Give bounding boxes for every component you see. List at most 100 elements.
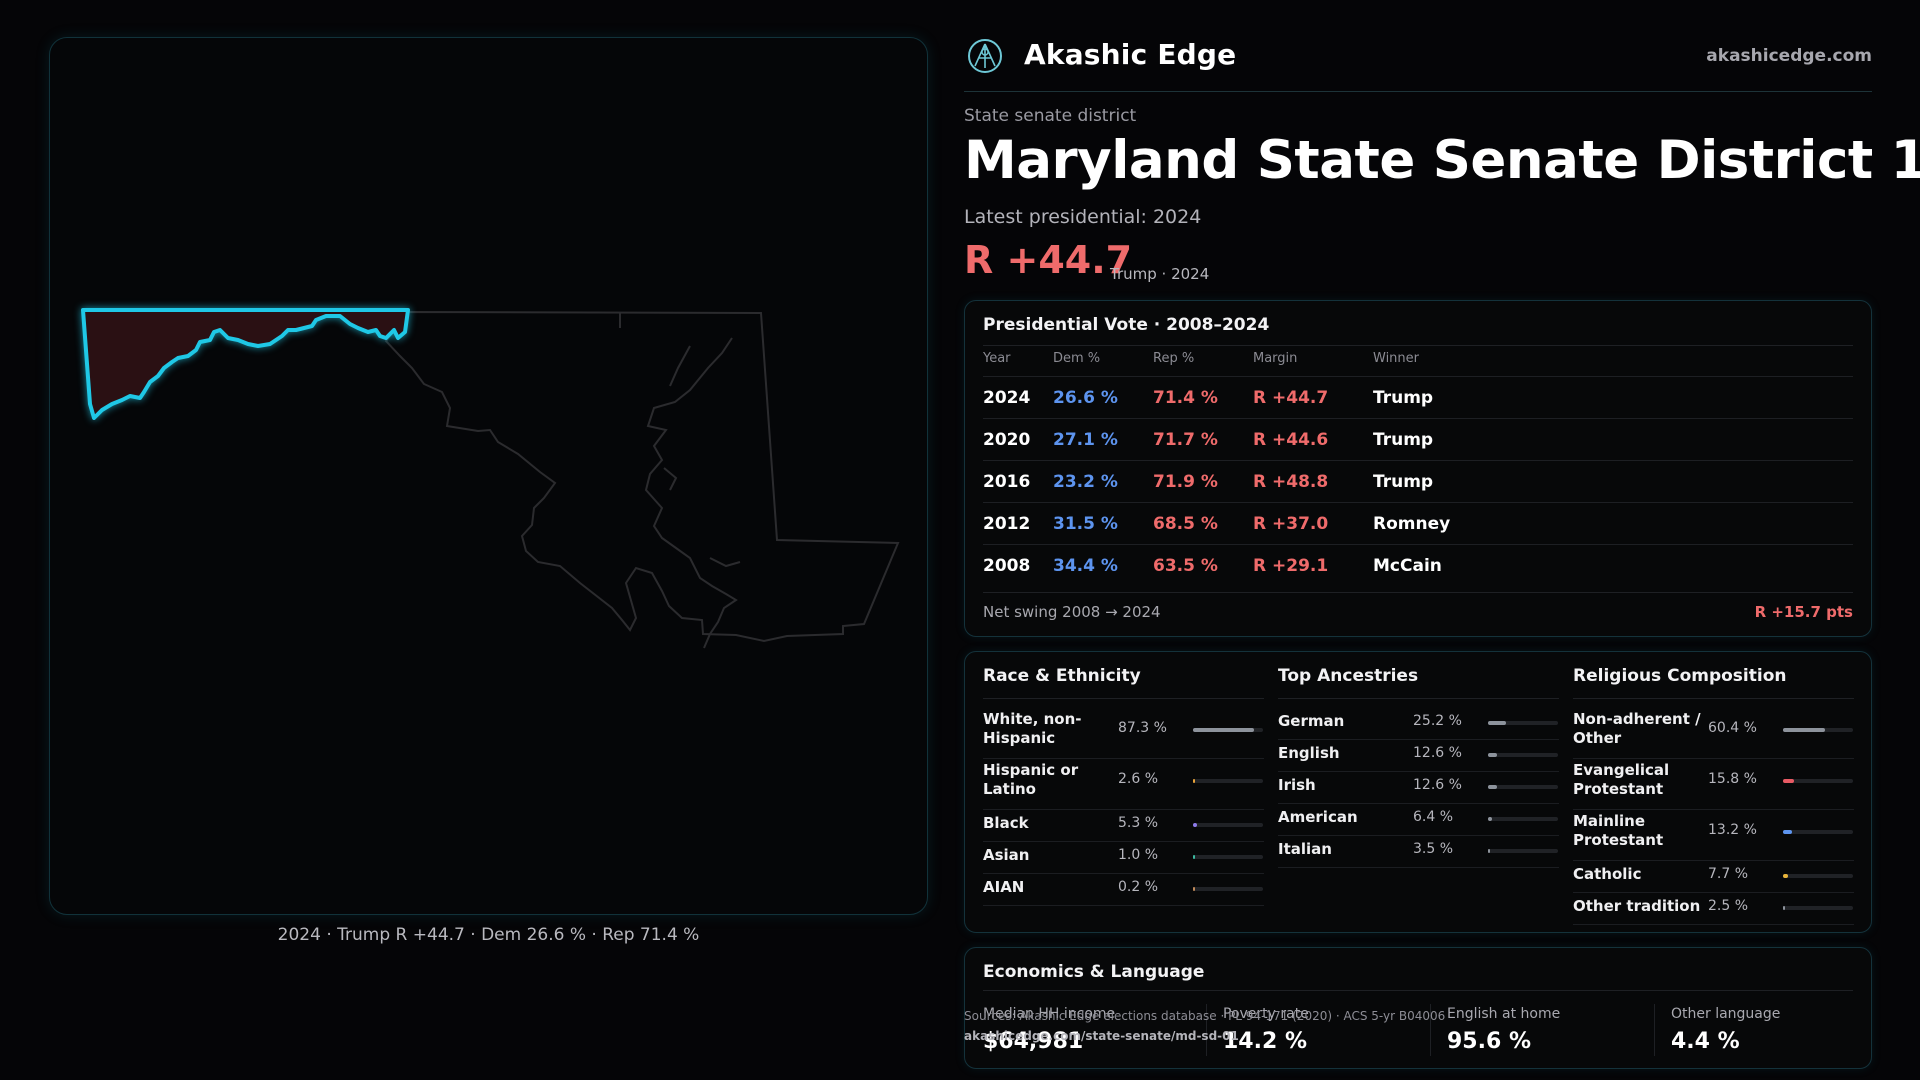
race-ethnicity-title: Race & Ethnicity [983,666,1141,686]
share-bar-fill [1488,785,1497,789]
akashic-edge-logo-icon [968,39,1002,73]
site-link[interactable]: akashicedge.com [1706,46,1872,66]
brand-name: Akashic Edge [1024,38,1237,71]
item-percent: 1.0 % [1118,847,1159,863]
item-label: Italian [1278,840,1332,858]
item-percent: 12.6 % [1413,745,1462,761]
net-swing-label: Net swing 2008 → 2024 [983,603,1161,621]
divider [1573,698,1854,699]
share-bar [1193,823,1263,827]
share-bar [1783,874,1853,878]
row-dem: 23.2 % [1053,472,1118,492]
share-bar [1193,887,1263,891]
item-percent: 6.4 % [1413,809,1454,825]
list-item: Black 5.3 % [983,810,1264,842]
item-percent: 0.2 % [1118,879,1159,895]
item-percent: 15.8 % [1708,771,1757,787]
stat-label: Other language [1671,1006,1781,1022]
item-label: Evangelical Protestant [1573,761,1670,798]
header: Akashic Edge akashicedge.com [964,36,1872,92]
share-bar [1193,728,1263,732]
stat-label: Poverty rate [1223,1006,1309,1022]
row-rep: 71.9 % [1153,472,1218,492]
item-percent: 13.2 % [1708,822,1757,838]
item-label: Asian [983,846,1030,864]
share-bar-fill [1488,753,1497,757]
header-rep: Rep % [1153,351,1195,366]
table-row: 2020 27.1 % 71.7 % R +44.6 Trump [983,418,1853,460]
share-bar [1488,817,1558,821]
list-item: Evangelical Protestant 15.8 % [1573,759,1854,810]
item-label: Non-adherent / Other [1573,710,1701,747]
table-row: 2016 23.2 % 71.9 % R +48.8 Trump [983,460,1853,502]
row-year: 2024 [983,388,1031,408]
share-bar-fill [1783,830,1793,834]
table-row: 2024 26.6 % 71.4 % R +44.7 Trump [983,376,1853,418]
district-type: State senate district [964,106,1137,126]
stat-label: Median HH income [983,1006,1116,1022]
table-row: 2008 34.4 % 63.5 % R +29.1 McCain [983,544,1853,586]
detail-panel: Akashic Edge akashicedge.com State senat… [964,0,1920,1080]
row-rep: 68.5 % [1153,514,1218,534]
item-percent: 12.6 % [1413,777,1462,793]
item-percent: 3.5 % [1413,841,1454,857]
row-year: 2008 [983,556,1031,576]
list-item: AIAN 0.2 % [983,874,1264,906]
source-url-link[interactable]: akashicedge.com/state-senate/md-sd-01 [964,1029,1239,1043]
share-bar-fill [1193,855,1195,859]
row-winner: Trump [1373,388,1434,408]
row-winner: Trump [1373,472,1434,492]
list-item: German 25.2 % [1278,708,1559,740]
religion-title: Religious Composition [1573,666,1787,686]
row-year: 2020 [983,430,1031,450]
bay-shoreline [644,337,741,649]
district-shape[interactable] [81,308,410,420]
race-ethnicity-section: Race & Ethnicity White, non-Hispanic 87.3… [983,652,1264,934]
row-year: 2012 [983,514,1031,534]
item-percent: 5.3 % [1118,815,1159,831]
row-rep: 63.5 % [1153,556,1218,576]
share-bar-fill [1783,874,1789,878]
item-label: Mainline Protestant [1573,812,1664,849]
row-rep: 71.4 % [1153,388,1218,408]
share-bar [1488,721,1558,725]
item-label: White, non-Hispanic [983,710,1082,747]
divider [983,698,1264,699]
row-winner: Romney [1373,514,1451,534]
share-bar [1783,830,1853,834]
ancestry-title: Top Ancestries [1278,666,1419,686]
demographics-card: Race & Ethnicity White, non-Hispanic 87.3… [964,651,1872,933]
share-bar-fill [1783,906,1785,910]
divider [1430,1004,1431,1056]
share-bar-fill [1488,721,1506,725]
list-item: Irish 12.6 % [1278,772,1559,804]
stat-value: 4.4 % [1671,1029,1740,1054]
share-bar-fill [1193,823,1197,827]
stat-label: English at home [1447,1006,1561,1022]
row-winner: Trump [1373,430,1434,450]
median-income-stat: Median HH income $64,981 [983,1006,1193,1054]
poverty-rate-stat: Poverty rate 14.2 % [1223,1006,1433,1054]
item-percent: 7.7 % [1708,866,1749,882]
header-margin: Margin [1253,351,1298,366]
headline-margin-sub: Trump · 2024 [1110,265,1210,283]
list-item: White, non-Hispanic 87.3 % [983,708,1264,759]
item-percent: 2.5 % [1708,898,1749,914]
list-item: American 6.4 % [1278,804,1559,836]
table-row: 2012 31.5 % 68.5 % R +37.0 Romney [983,502,1853,544]
list-item: Mainline Protestant 13.2 % [1573,810,1854,861]
list-item: Hispanic or Latino 2.6 % [983,759,1264,810]
list-item: Non-adherent / Other 60.4 % [1573,708,1854,759]
district-map[interactable] [49,37,928,915]
share-bar-fill [1488,817,1493,821]
row-margin: R +44.7 [1253,388,1329,408]
item-percent: 25.2 % [1413,713,1462,729]
header-winner: Winner [1373,351,1420,366]
latest-presidential: Latest presidential: 2024 [964,206,1202,228]
header-year: Year [983,351,1011,366]
item-label: Hispanic or Latino [983,761,1079,798]
state-map-svg [81,308,900,649]
share-bar-fill [1783,728,1826,732]
item-percent: 60.4 % [1708,720,1757,736]
list-item: Italian 3.5 % [1278,836,1559,868]
